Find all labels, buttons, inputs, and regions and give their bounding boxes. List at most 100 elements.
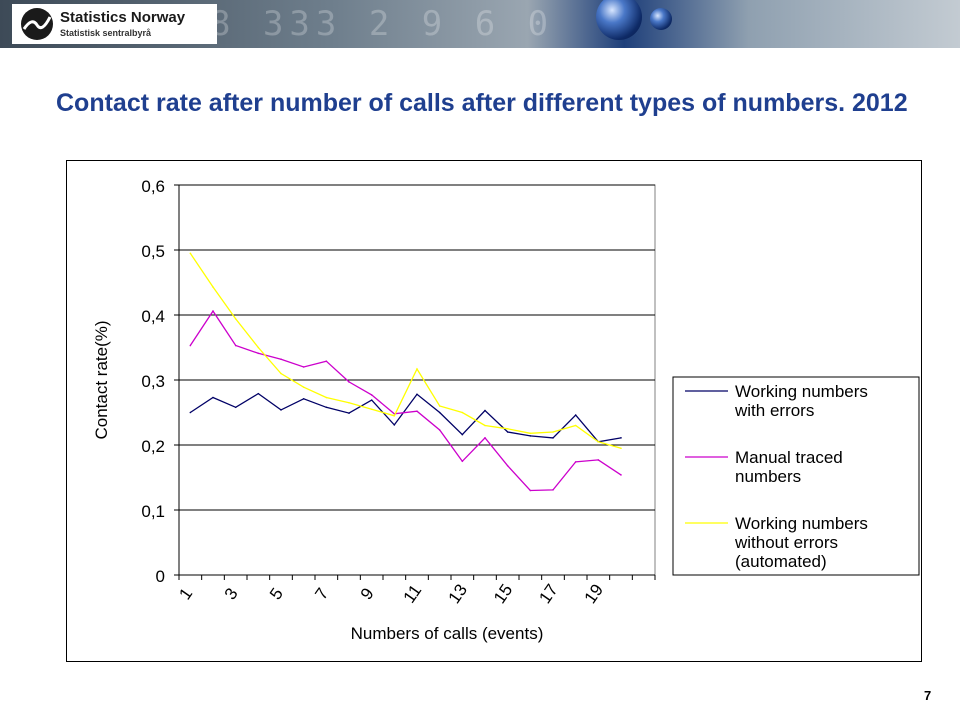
data-point xyxy=(189,411,192,414)
data-point xyxy=(234,406,237,409)
data-point xyxy=(574,414,577,416)
data-point xyxy=(438,405,441,407)
logo: Statistics Norway Statistisk sentralbyrå xyxy=(12,4,217,44)
data-point xyxy=(620,447,622,450)
legend-entry-text: Working numbers xyxy=(735,514,868,533)
data-point xyxy=(529,435,532,437)
data-point xyxy=(506,465,509,467)
logo-subtitle: Statistisk sentralbyrå xyxy=(60,28,152,38)
line-chart: 00,10,20,30,40,50,61 3 5 7 9 11 13 15 17 19Number… xyxy=(92,177,920,643)
y-tick-label: 0 xyxy=(156,567,165,586)
x-tick-label: 1 xyxy=(175,585,196,604)
data-point xyxy=(348,412,350,414)
data-point xyxy=(484,437,486,439)
series-line-1 xyxy=(189,392,622,443)
data-point xyxy=(552,437,554,439)
data-point xyxy=(438,429,441,431)
x-tick-label: 15 xyxy=(490,581,516,607)
banner-orb-large xyxy=(596,0,642,40)
x-axis-title: Numbers of calls (events) xyxy=(351,624,544,643)
x-tick-label: 17 xyxy=(535,581,561,607)
data-point xyxy=(212,396,214,399)
data-point xyxy=(506,431,509,433)
data-point xyxy=(212,286,214,288)
data-point xyxy=(348,401,350,404)
data-point xyxy=(461,433,464,436)
legend-box xyxy=(672,376,920,576)
series-line-2 xyxy=(189,309,622,492)
data-point xyxy=(620,474,622,476)
data-point xyxy=(416,368,418,370)
x-tick-label: 11 xyxy=(400,581,426,606)
banner-orb-small xyxy=(650,8,672,30)
data-point xyxy=(393,414,396,417)
data-point xyxy=(461,460,464,463)
series-line-3 xyxy=(189,252,622,449)
data-point xyxy=(302,398,305,400)
data-point xyxy=(257,346,260,349)
data-point xyxy=(438,411,441,414)
data-point xyxy=(506,427,509,430)
data-point xyxy=(416,393,418,396)
y-tick-label: 0,1 xyxy=(141,502,165,521)
x-tick-label: 13 xyxy=(445,581,471,607)
y-axis-title: Contact rate(%) xyxy=(92,320,111,439)
legend-entry-text: numbers xyxy=(735,467,801,486)
y-tick-label: 0,5 xyxy=(141,242,165,261)
legend-entry-text: without errors xyxy=(734,533,838,552)
data-point xyxy=(348,381,350,383)
y-tick-label: 0,6 xyxy=(141,177,165,196)
legend-entry-text: with errors xyxy=(734,401,814,420)
chart-frame: 0 0,1 0,2 0,3 0,4 0,5 0,6 1 3 5 7 9 11 13 15 17 19 Number… xyxy=(66,160,922,662)
data-point xyxy=(280,358,282,360)
data-point xyxy=(370,399,373,401)
data-point xyxy=(620,437,622,439)
x-tick-label: 19 xyxy=(581,581,607,607)
data-point xyxy=(574,424,577,427)
data-point xyxy=(189,344,192,347)
data-point xyxy=(189,252,192,255)
data-point xyxy=(257,352,260,355)
data-point xyxy=(461,411,464,414)
x-tick-label: 3 xyxy=(221,585,242,604)
logo-name: Statistics Norway xyxy=(60,9,186,26)
y-tick-label: 0,2 xyxy=(141,437,165,456)
banner-decoration: 8 333 2 9 6 0 xyxy=(210,4,555,44)
data-point xyxy=(597,440,600,443)
data-point xyxy=(212,310,214,312)
x-tick-label: 5 xyxy=(266,585,287,604)
x-tick-label: 9 xyxy=(357,585,378,604)
legend-entry-text: Manual traced xyxy=(735,448,843,467)
data-point xyxy=(234,344,237,347)
data-point xyxy=(280,409,282,411)
data-point xyxy=(302,366,305,368)
legend-entry-text: Working numbers xyxy=(735,382,868,401)
data-point xyxy=(529,489,532,492)
data-point xyxy=(325,360,328,362)
data-point xyxy=(416,410,418,412)
data-point xyxy=(574,461,577,463)
data-point xyxy=(597,459,600,461)
y-tick-label: 0,4 xyxy=(141,307,165,326)
data-point xyxy=(484,424,486,427)
data-point xyxy=(325,406,328,409)
x-tick-label: 7 xyxy=(311,585,332,604)
data-point xyxy=(302,386,305,388)
data-point xyxy=(325,396,328,399)
data-point xyxy=(370,408,373,411)
data-point xyxy=(552,431,554,433)
ssb-swoosh-icon xyxy=(21,8,53,40)
y-tick-label: 0,3 xyxy=(141,372,165,391)
data-point xyxy=(529,432,532,435)
legend-entry-text: (automated) xyxy=(735,552,827,571)
page-number: 7 xyxy=(924,688,932,703)
data-point xyxy=(370,394,373,396)
data-point xyxy=(280,372,282,375)
slide-title: Contact rate after number of calls after… xyxy=(56,89,908,117)
data-point xyxy=(234,318,237,320)
data-point xyxy=(552,489,554,491)
data-point xyxy=(484,409,486,412)
data-point xyxy=(393,424,396,426)
header-banner: 8 333 2 9 6 0 Statistics Norway Statisti… xyxy=(0,0,960,48)
data-point xyxy=(257,392,260,395)
